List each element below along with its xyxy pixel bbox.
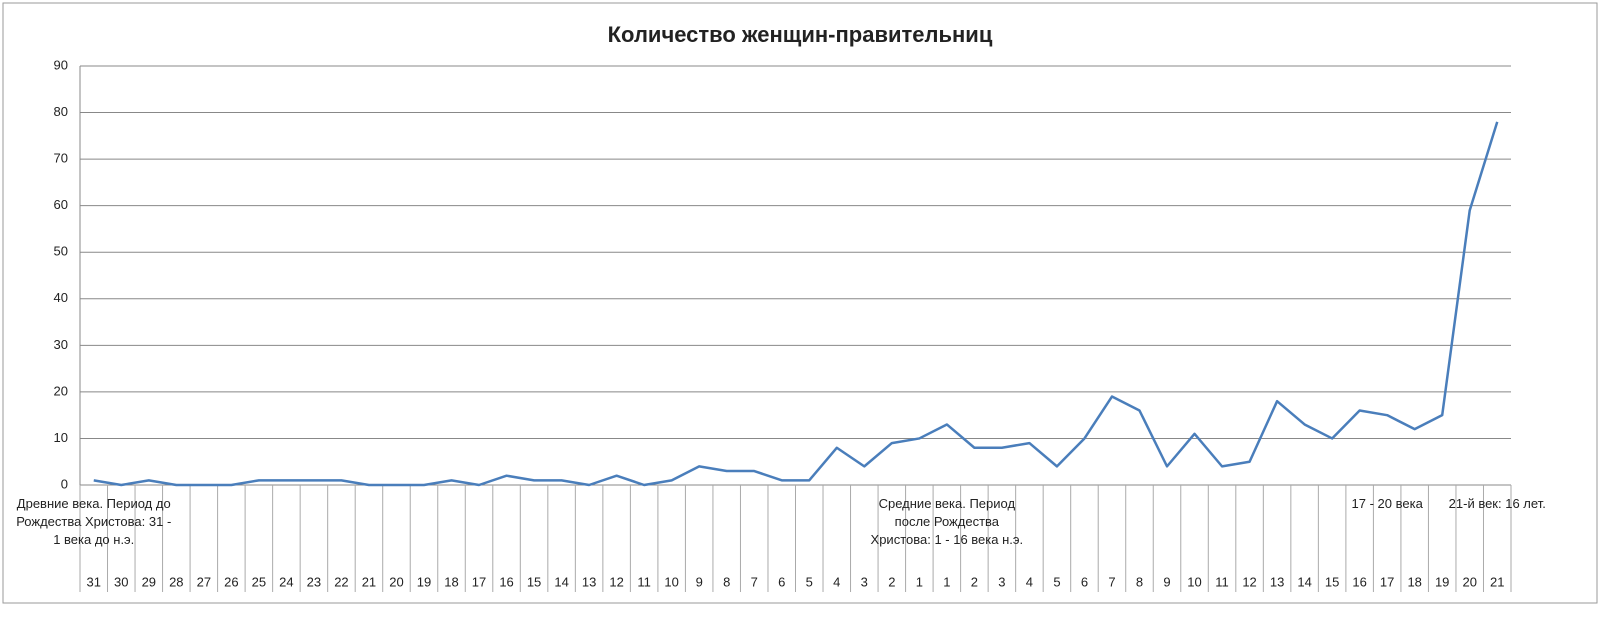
x-tick-label: 31 xyxy=(87,574,101,589)
x-tick-label: 20 xyxy=(1462,574,1476,589)
x-tick-label: 12 xyxy=(609,574,623,589)
group-label-box: 17 - 20 века xyxy=(1351,496,1423,511)
x-tick-label: 7 xyxy=(751,574,758,589)
x-tick-label: 15 xyxy=(1325,574,1339,589)
x-tick-label: 27 xyxy=(197,574,211,589)
x-tick-label: 10 xyxy=(664,574,678,589)
chart-frame xyxy=(2,2,1598,604)
y-tick-label: 10 xyxy=(54,430,68,445)
x-tick-label: 26 xyxy=(224,574,238,589)
y-tick-label: 60 xyxy=(54,197,68,212)
x-tick-label: 20 xyxy=(389,574,403,589)
group-label-box: Древние века. Период до Рождества Христо… xyxy=(16,496,172,547)
x-tick-label: 10 xyxy=(1187,574,1201,589)
x-tick-label: 22 xyxy=(334,574,348,589)
x-tick-label: 6 xyxy=(778,574,785,589)
x-tick-label: 4 xyxy=(833,574,840,589)
x-tick-label: 6 xyxy=(1081,574,1088,589)
x-tick-label: 21 xyxy=(362,574,376,589)
x-tick-label: 18 xyxy=(1407,574,1421,589)
y-tick-label: 90 xyxy=(54,57,68,72)
x-tick-label: 9 xyxy=(696,574,703,589)
x-tick-label: 14 xyxy=(1297,574,1311,589)
x-tick-label: 3 xyxy=(861,574,868,589)
group-label-box: 21-й век: 16 лет. xyxy=(1448,496,1546,511)
y-tick-label: 50 xyxy=(54,244,68,259)
x-tick-label: 24 xyxy=(279,574,293,589)
category-group-label: 21-й век: 16 лет. xyxy=(1448,496,1546,511)
y-tick-label: 20 xyxy=(54,383,68,398)
x-tick-label: 17 xyxy=(472,574,486,589)
x-tick-label: 29 xyxy=(142,574,156,589)
x-tick-label: 11 xyxy=(1215,574,1229,589)
x-tick-label: 7 xyxy=(1108,574,1115,589)
x-tick-label: 4 xyxy=(1026,574,1033,589)
chart-title: Количество женщин-правительниц xyxy=(608,22,993,47)
x-tick-label: 5 xyxy=(1053,574,1060,589)
group-label-box: Средние века. Период после Рождества Хри… xyxy=(870,496,1024,547)
x-tick-label: 14 xyxy=(554,574,568,589)
x-tick-label: 21 xyxy=(1490,574,1504,589)
x-tick-label: 12 xyxy=(1242,574,1256,589)
category-group-label: Средние века. Период после Рождества Хри… xyxy=(870,496,1024,547)
x-tick-label: 8 xyxy=(723,574,730,589)
x-tick-label: 15 xyxy=(527,574,541,589)
y-tick-label: 80 xyxy=(54,104,68,119)
y-tick-label: 70 xyxy=(54,151,68,166)
y-tick-label: 0 xyxy=(61,476,68,491)
x-tick-label: 17 xyxy=(1380,574,1394,589)
x-tick-label: 3 xyxy=(998,574,1005,589)
x-tick-label: 8 xyxy=(1136,574,1143,589)
y-tick-label: 40 xyxy=(54,290,68,305)
x-tick-label: 1 xyxy=(943,574,950,589)
data-line xyxy=(93,121,1499,487)
x-tick-label: 23 xyxy=(307,574,321,589)
x-tick-label: 19 xyxy=(417,574,431,589)
x-tick-label: 16 xyxy=(499,574,513,589)
x-tick-label: 13 xyxy=(582,574,596,589)
x-tick-label: 18 xyxy=(444,574,458,589)
x-tick-label: 16 xyxy=(1352,574,1366,589)
x-tick-label: 28 xyxy=(169,574,183,589)
x-tick-label: 25 xyxy=(252,574,266,589)
x-tick-label: 13 xyxy=(1270,574,1284,589)
x-tick-label: 5 xyxy=(806,574,813,589)
y-tick-label: 30 xyxy=(54,337,68,352)
x-tick-label: 1 xyxy=(916,574,923,589)
x-tick-label: 9 xyxy=(1163,574,1170,589)
category-group-label: Древние века. Период до Рождества Христо… xyxy=(16,496,172,547)
x-tick-label: 2 xyxy=(971,574,978,589)
category-group-label: 17 - 20 века xyxy=(1351,496,1423,511)
x-tick-label: 2 xyxy=(888,574,895,589)
x-tick-label: 11 xyxy=(637,574,651,589)
x-tick-label: 19 xyxy=(1435,574,1449,589)
x-tick-label: 30 xyxy=(114,574,128,589)
